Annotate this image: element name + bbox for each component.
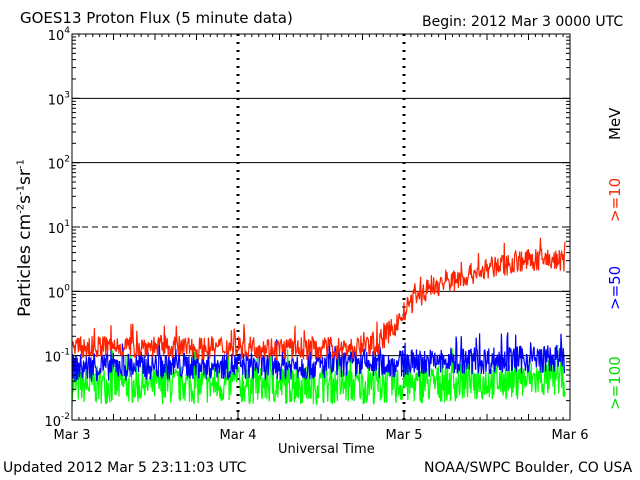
legend-10mev: >=10 <box>606 177 624 222</box>
x-tick-label: Mar 6 <box>552 428 589 443</box>
x-tick-label: Mar 3 <box>54 428 91 443</box>
series-line-1 <box>71 332 566 382</box>
y-tick-label: 103 <box>48 90 70 108</box>
series-line-0 <box>71 237 566 362</box>
x-tick-label: Mar 4 <box>220 428 257 443</box>
credit-text: NOAA/SWPC Boulder, CO USA <box>424 460 633 476</box>
updated-timestamp: Updated 2012 Mar 5 23:11:03 UTC <box>3 460 247 476</box>
y-tick-label: 102 <box>48 155 70 173</box>
legend-100mev: >=100 <box>606 356 624 410</box>
x-tick-label: Mar 5 <box>386 428 423 443</box>
chart-title: GOES13 Proton Flux (5 minute data) <box>20 9 293 27</box>
x-axis-label: Universal Time <box>278 442 375 457</box>
y-tick-label: 100 <box>48 283 71 301</box>
y-tick-label: 10-2 <box>44 412 70 430</box>
begin-time: Begin: 2012 Mar 3 0000 UTC <box>422 14 624 30</box>
y-tick-label: 104 <box>48 26 71 44</box>
series-line-2 <box>71 344 566 406</box>
y-tick-label: 10-1 <box>44 348 70 366</box>
y-tick-label: 101 <box>48 219 70 237</box>
y-axis-label: Particles cm-2s-1sr-1 <box>15 159 35 317</box>
legend-50mev: >=50 <box>606 265 624 310</box>
legend-unit: MeV <box>606 107 624 140</box>
